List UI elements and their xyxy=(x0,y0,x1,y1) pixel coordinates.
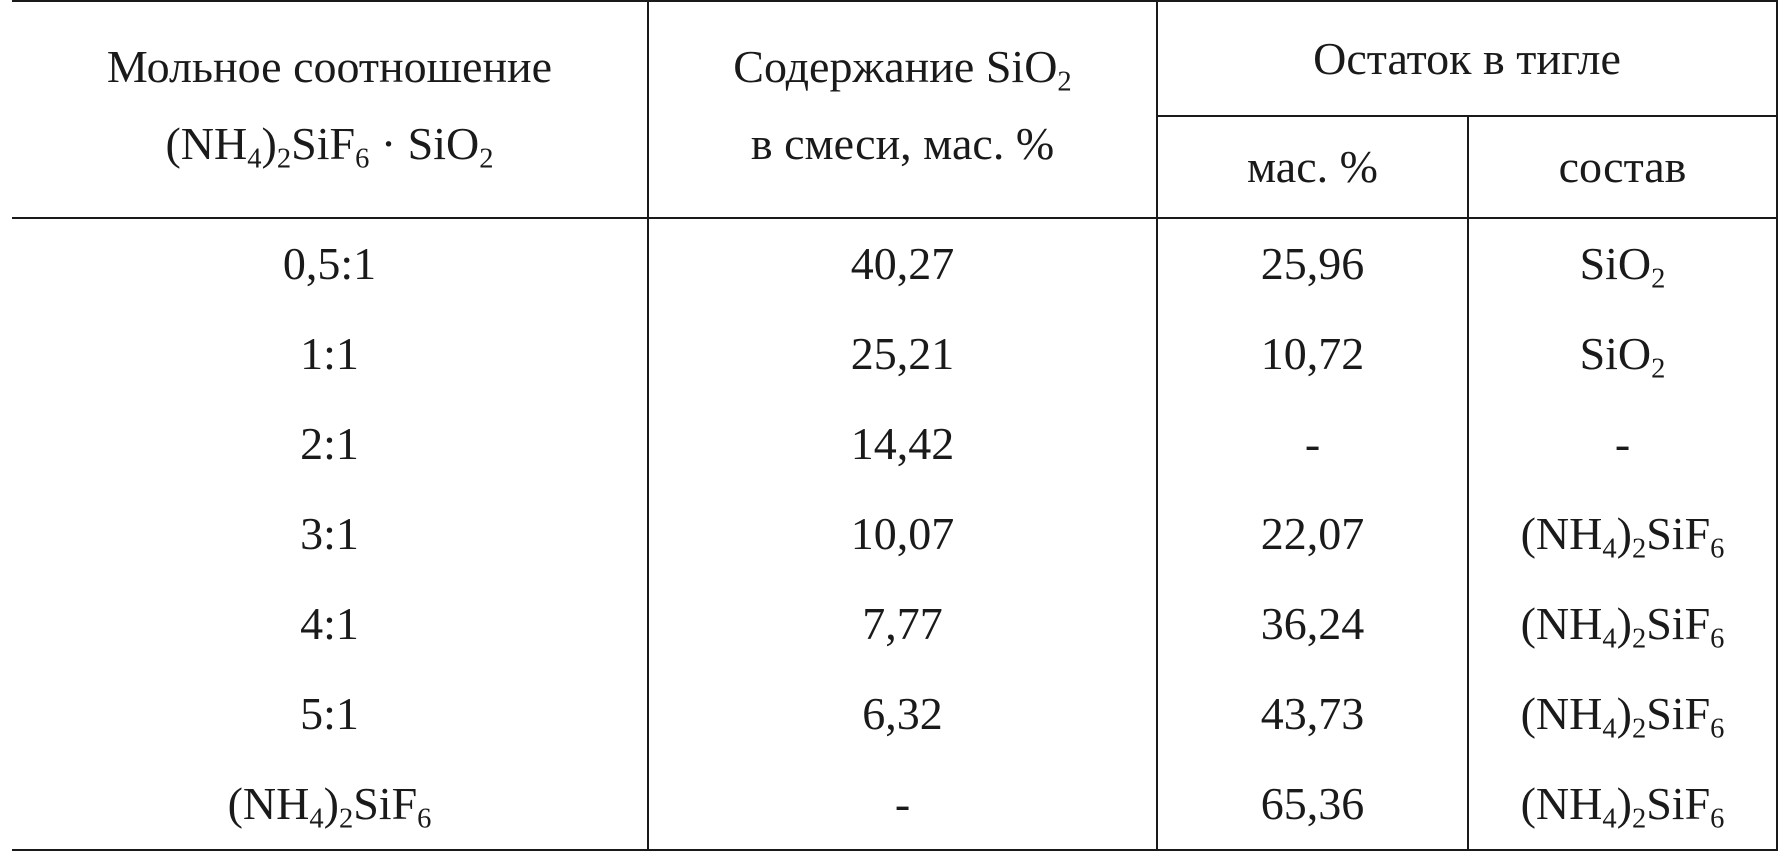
cell-residue-mass: 22,07 xyxy=(1156,489,1468,579)
header-crucible-residue: Остаток в тигле xyxy=(1156,0,1778,117)
header-molar-ratio-formula: (NH4)2SiF6 · SiO2 xyxy=(165,118,494,175)
cell-molar-ratio: 1:1 xyxy=(300,328,359,379)
cell-residue-mass: 36,24 xyxy=(1156,579,1468,669)
cell-sio2-content: 6,32 xyxy=(647,669,1157,759)
cell-residue-composition: (NH4)2SiF6 xyxy=(1467,669,1778,759)
cell-residue-composition: (NH4)2SiF6 xyxy=(1467,759,1778,851)
cell-residue-mass: 10,72 xyxy=(1156,309,1468,399)
cell-sio2-content: 25,21 xyxy=(647,309,1157,399)
table-row: (NH4)2SiF6-65,36 (NH4)2SiF6 xyxy=(12,759,1778,851)
cell-molar-ratio: 3:1 xyxy=(300,508,359,559)
cell-sio2-content: 10,07 xyxy=(647,489,1157,579)
cell-sio2-content: - xyxy=(647,759,1157,851)
table-row: 0,5:1 40,27 25,96 SiO2 xyxy=(12,217,1778,309)
header-residue-mass: мас. % xyxy=(1156,116,1468,218)
table-row: 3:1 10,07 22,07 (NH4)2SiF6 xyxy=(12,489,1778,579)
header-molar-ratio: Мольное соотношение (NH4)2SiF6 · SiO2 xyxy=(12,0,648,218)
cell-residue-composition: (NH4)2SiF6 xyxy=(1467,579,1778,669)
cell-residue-composition: SiO2 xyxy=(1467,217,1778,309)
cell-molar-ratio: 2:1 xyxy=(300,418,359,469)
cell-residue-mass: 65,36 xyxy=(1156,759,1468,851)
table-row: 4:1 7,77 36,24 (NH4)2SiF6 xyxy=(12,579,1778,669)
header-residue-composition: состав xyxy=(1467,116,1778,218)
cell-residue-composition: SiO2 xyxy=(1467,309,1778,399)
header-row-2: мас. % состав xyxy=(12,116,1778,218)
cell-residue-mass: 25,96 xyxy=(1156,217,1468,309)
cell-residue-mass: - xyxy=(1156,399,1468,489)
header-row-1: Мольное соотношение (NH4)2SiF6 · SiO2 Со… xyxy=(12,0,1778,218)
cell-molar-ratio: 4:1 xyxy=(300,598,359,649)
header-sio2-content: Содержание SiO2 в смеси, мас. % xyxy=(647,0,1157,218)
cell-molar-ratio: 0,5:1 xyxy=(12,217,648,309)
cell-residue-mass: 43,73 xyxy=(1156,669,1468,759)
cell-residue-composition: - xyxy=(1467,399,1778,489)
results-table: Мольное соотношение (NH4)2SiF6 · SiO2 Со… xyxy=(12,0,1778,851)
cell-sio2-content: 7,77 xyxy=(647,579,1157,669)
table-row: 2:1 14,42- - xyxy=(12,399,1778,489)
header-molar-ratio-line1: Мольное соотношение xyxy=(106,41,553,92)
table-row: 1:1 25,21 10,72 SiO2 xyxy=(12,309,1778,399)
cell-residue-composition: (NH4)2SiF6 xyxy=(1467,489,1778,579)
cell-molar-ratio: 5:1 xyxy=(300,688,359,739)
table-row: 5:1 6,32 43,73 (NH4)2SiF6 xyxy=(12,669,1778,759)
header-sio2-content-line1: Содержание SiO2 xyxy=(733,41,1072,98)
header-sio2-content-line2: в смеси, мас. % xyxy=(750,118,1055,169)
cell-sio2-content: 40,27 xyxy=(647,217,1157,309)
cell-molar-ratio: (NH4)2SiF6 xyxy=(12,759,648,851)
cell-sio2-content: 14,42 xyxy=(647,399,1157,489)
